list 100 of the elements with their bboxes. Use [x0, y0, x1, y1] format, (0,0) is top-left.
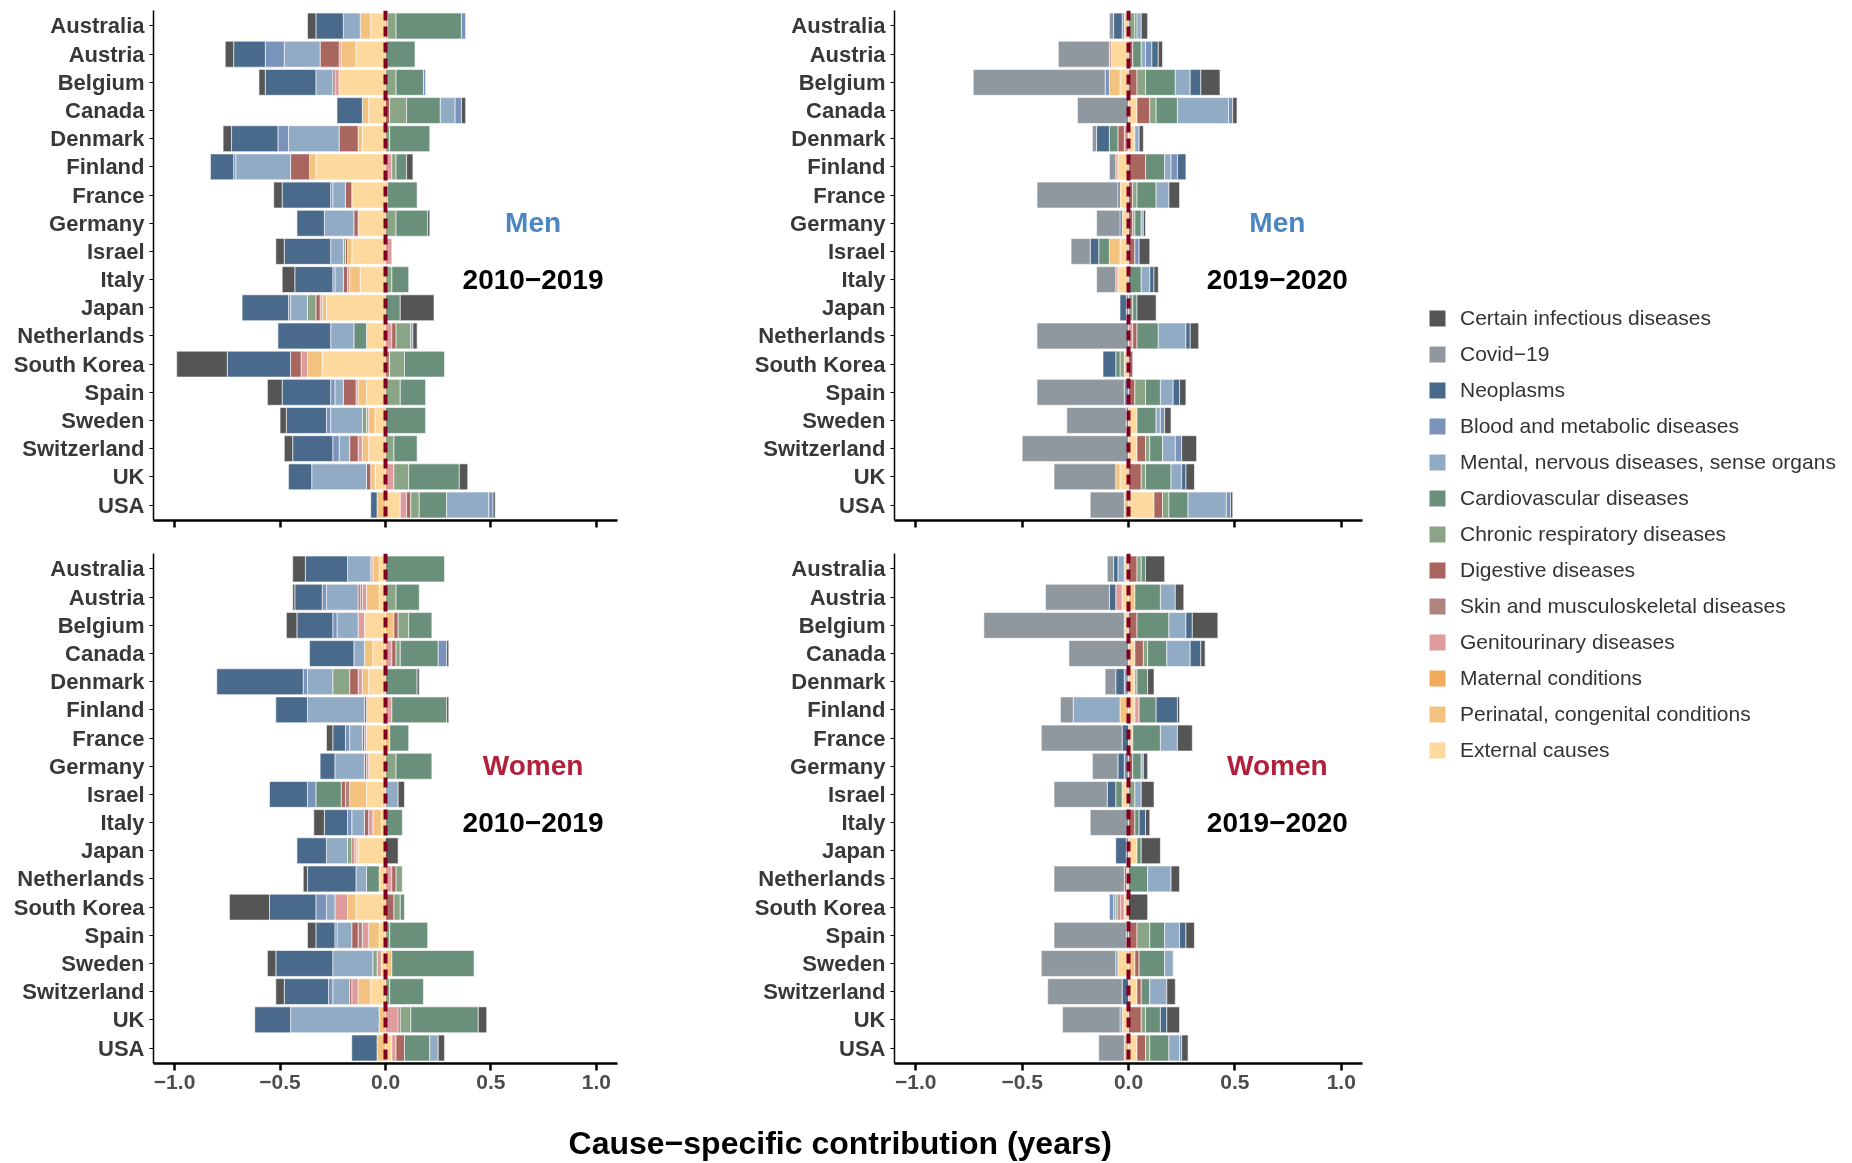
y-tick-label: Canada [806, 98, 887, 124]
y-tick-label: France [813, 725, 886, 751]
y-tick-label: Denmark [50, 669, 146, 695]
legend-label: Mental, nervous diseases, sense organs [1460, 450, 1836, 474]
legend-label: Neoplasms [1460, 378, 1566, 402]
y-tick-label: Canada [65, 98, 146, 124]
legend-label: External causes [1460, 738, 1610, 762]
y-tick-label: Switzerland [22, 436, 145, 462]
y-tick-label: Italy [841, 810, 887, 836]
y-tick-label: Japan [80, 295, 145, 321]
legend-label: Digestive diseases [1460, 558, 1636, 582]
y-tick-label: USA [839, 1035, 886, 1061]
y-tick-label: Denmark [791, 126, 887, 152]
annotation: 2019−2020 [1206, 807, 1348, 839]
annotation: Women [1227, 749, 1328, 781]
y-tick-label: Spain [84, 379, 145, 405]
annotation: 2010−2019 [462, 807, 604, 839]
y-tick-label: Israel [87, 238, 145, 264]
y-tick-label: Spain [84, 922, 145, 948]
x-tick-label: −0.5 [1001, 1069, 1044, 1093]
y-tick-label: Germany [790, 210, 887, 236]
y-tick-label: Italy [841, 267, 887, 293]
y-tick-label: Sweden [61, 950, 145, 976]
y-tick-label: USA [98, 492, 145, 518]
y-tick-label: Spain [825, 922, 886, 948]
y-tick-label: UK [853, 464, 886, 490]
y-tick-label: Finland [66, 154, 145, 180]
y-tick-label: Netherlands [17, 866, 145, 892]
y-tick-label: Germany [49, 753, 146, 779]
y-tick-label: Canada [806, 641, 887, 667]
y-tick-label: Finland [66, 697, 145, 723]
y-tick-label: Belgium [57, 612, 145, 638]
y-tick-label: France [72, 725, 145, 751]
y-tick-label: UK [112, 464, 145, 490]
y-tick-label: Israel [828, 238, 886, 264]
y-tick-label: Japan [821, 295, 886, 321]
y-tick-label: Japan [821, 838, 886, 864]
x-tick-label: −1.0 [153, 1069, 196, 1093]
y-tick-label: Switzerland [22, 979, 145, 1005]
legend-label: Covid−19 [1460, 342, 1550, 366]
y-tick-label: Netherlands [17, 323, 145, 349]
legend-label: Cardiovascular diseases [1460, 486, 1689, 510]
x-tick-label: −1.0 [895, 1069, 937, 1093]
y-tick-label: Italy [100, 810, 146, 836]
y-tick-label: Sweden [802, 407, 886, 433]
annotation: 2019−2020 [1206, 264, 1348, 296]
y-tick-label: UK [853, 1007, 886, 1033]
y-tick-label: UK [112, 1007, 145, 1033]
y-tick-label: Denmark [50, 126, 146, 152]
annotation: Men [505, 206, 562, 238]
x-tick-label: −0.5 [259, 1069, 302, 1093]
legend-label: Perinatal, congenital conditions [1460, 702, 1751, 726]
y-tick-label: Belgium [798, 69, 886, 95]
y-tick-label: Israel [87, 781, 145, 807]
y-tick-label: South Korea [754, 351, 887, 377]
y-tick-label: Canada [65, 641, 146, 667]
legend-label: Skin and musculoskeletal diseases [1460, 594, 1786, 618]
y-tick-label: Sweden [61, 407, 145, 433]
x-tick-label: 1.0 [1326, 1069, 1356, 1093]
legend-label: Maternal conditions [1460, 666, 1643, 690]
annotation: Women [482, 749, 584, 781]
y-tick-label: Netherlands [758, 323, 886, 349]
x-tick-label: 0.5 [476, 1069, 506, 1093]
y-tick-label: Israel [828, 781, 886, 807]
y-tick-label: USA [839, 492, 886, 518]
legend-label: Genitourinary diseases [1460, 630, 1675, 654]
y-tick-label: Finland [807, 154, 886, 180]
y-tick-label: Austria [68, 41, 146, 67]
y-tick-label: Australia [791, 13, 887, 39]
y-tick-label: South Korea [13, 894, 146, 920]
y-tick-label: Japan [80, 838, 145, 864]
legend-label: Chronic respiratory diseases [1460, 522, 1727, 546]
y-tick-label: Denmark [791, 669, 887, 695]
y-tick-label: Austria [809, 584, 887, 610]
y-tick-label: South Korea [13, 351, 146, 377]
y-tick-label: Australia [50, 13, 146, 39]
annotation: Men [1249, 206, 1306, 238]
y-tick-label: Italy [100, 267, 146, 293]
y-tick-label: Australia [791, 556, 887, 582]
y-tick-label: Switzerland [763, 979, 886, 1005]
y-tick-label: Germany [49, 210, 146, 236]
x-tick-label: 0.0 [1113, 1069, 1144, 1093]
x-tick-label: 1.0 [581, 1069, 612, 1093]
y-tick-label: Belgium [57, 69, 145, 95]
y-tick-label: Finland [807, 697, 886, 723]
y-tick-label: South Korea [754, 894, 887, 920]
y-tick-label: Netherlands [758, 866, 886, 892]
y-tick-label: Germany [790, 753, 887, 779]
x-tick-label: 0.5 [1220, 1069, 1250, 1093]
y-tick-label: Australia [50, 556, 146, 582]
x-tick-label: 0.0 [370, 1069, 401, 1093]
y-tick-label: USA [98, 1035, 145, 1061]
y-tick-label: Sweden [802, 950, 886, 976]
y-tick-label: Austria [809, 41, 887, 67]
y-tick-label: Switzerland [763, 436, 886, 462]
annotation: 2010−2019 [462, 264, 604, 296]
legend-label: Blood and metabolic diseases [1460, 414, 1740, 438]
x-axis-title: Cause−specific contribution (years) [568, 1125, 1112, 1162]
y-tick-label: Spain [825, 379, 886, 405]
legend-label: Certain infectious diseases [1460, 306, 1711, 330]
